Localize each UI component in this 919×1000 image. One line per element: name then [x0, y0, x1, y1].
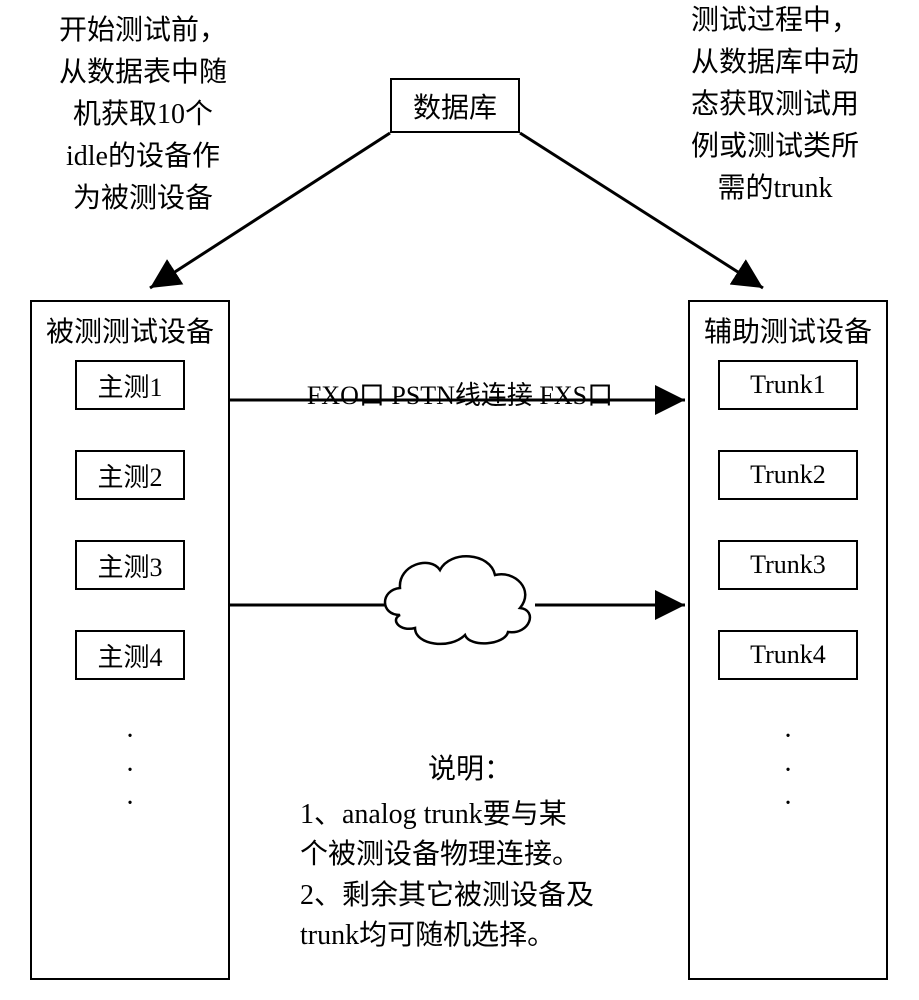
- right-dots: ···: [690, 720, 886, 821]
- left-item-1: 主测1: [75, 360, 185, 410]
- footer-title: 说明：: [300, 750, 640, 791]
- annotation-left: 开始测试前， 从数据表中随 机获取10个 idle的设备作 为被测设备: [28, 10, 258, 220]
- left-item-3: 主测3: [75, 540, 185, 590]
- right-item-3: Trunk3: [718, 540, 858, 590]
- left-item-4-label: 主测4: [97, 637, 162, 674]
- right-item-3-label: Trunk3: [750, 550, 826, 580]
- left-item-2-label: 主测2: [97, 457, 162, 494]
- left-item-1-label: 主测1: [97, 367, 162, 404]
- connection1-label: FXO口 PSTN线连接 FXS口: [250, 375, 670, 412]
- annotation-right: 测试过程中， 从数据库中动 态获取测试用 例或测试类所 需的trunk: [660, 0, 890, 210]
- right-item-2-label: Trunk2: [750, 460, 826, 490]
- right-panel-title: 辅助测试设备: [690, 310, 886, 350]
- footer-line4: trunk均可随机选择。: [300, 916, 640, 957]
- footer-explanation: 说明： 1、analog trunk要与某 个被测设备物理连接。 2、剩余其它被…: [300, 750, 640, 957]
- database-label: 数据库: [413, 86, 497, 126]
- right-item-4-label: Trunk4: [750, 640, 826, 670]
- cloud-icon: [385, 556, 530, 644]
- left-item-4: 主测4: [75, 630, 185, 680]
- left-item-3-label: 主测3: [97, 547, 162, 584]
- left-panel-title: 被测测试设备: [32, 310, 228, 350]
- database-box: 数据库: [390, 78, 520, 133]
- footer-line2: 个被测设备物理连接。: [300, 835, 640, 876]
- right-device-panel: 辅助测试设备 Trunk1 Trunk2 Trunk3 Trunk4 ···: [688, 300, 888, 980]
- left-dots: ···: [32, 720, 228, 821]
- right-item-2: Trunk2: [718, 450, 858, 500]
- left-device-panel: 被测测试设备 主测1 主测2 主测3 主测4 ···: [30, 300, 230, 980]
- footer-line3: 2、剩余其它被测设备及: [300, 876, 640, 917]
- right-item-4: Trunk4: [718, 630, 858, 680]
- footer-line1: 1、analog trunk要与某: [300, 795, 640, 836]
- right-item-1-label: Trunk1: [750, 370, 826, 400]
- right-item-1: Trunk1: [718, 360, 858, 410]
- left-item-2: 主测2: [75, 450, 185, 500]
